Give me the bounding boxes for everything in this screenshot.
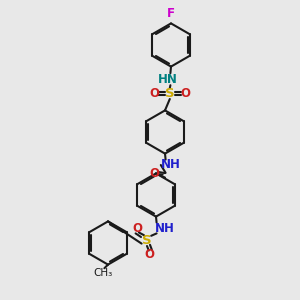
Text: NH: NH (154, 221, 174, 235)
Text: O: O (149, 167, 159, 180)
Text: O: O (180, 87, 190, 100)
Text: F: F (167, 7, 175, 20)
Text: O: O (149, 87, 159, 100)
Text: O: O (144, 248, 154, 262)
Text: S: S (142, 234, 151, 247)
Text: S: S (165, 87, 175, 100)
Text: CH₃: CH₃ (93, 268, 112, 278)
Text: HN: HN (158, 73, 178, 86)
Text: NH: NH (161, 158, 181, 172)
Text: O: O (132, 221, 142, 235)
